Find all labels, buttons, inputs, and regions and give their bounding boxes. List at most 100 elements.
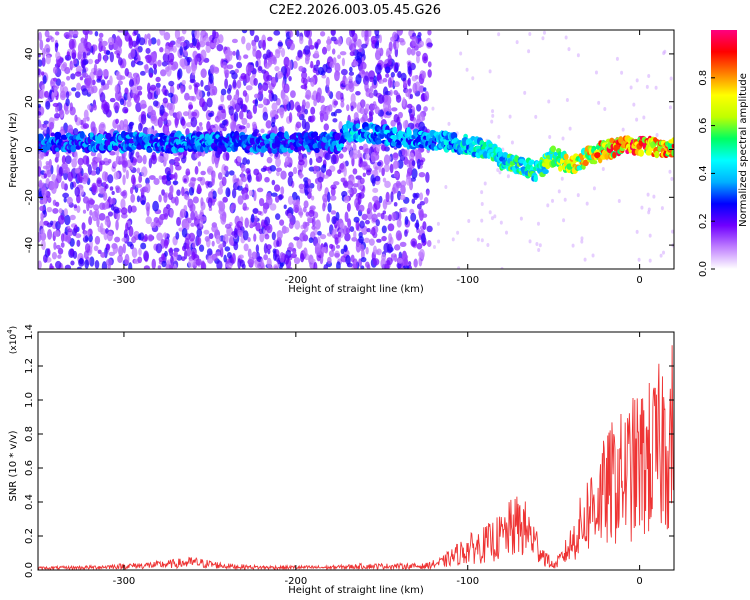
spectrogram-noise-point xyxy=(271,179,276,186)
spectrogram-noise-point xyxy=(285,266,293,269)
spectrogram-noise-point xyxy=(188,104,194,110)
spectrogram-noise-point xyxy=(345,83,350,91)
spectrogram-noise-point xyxy=(200,49,207,60)
spectrogram-noise-point xyxy=(372,195,379,202)
spectrogram-noise-point xyxy=(381,253,387,261)
spectrogram-noise-point xyxy=(241,117,248,125)
spectrogram-noise-point xyxy=(480,202,484,207)
spectrogram-noise-point xyxy=(231,72,238,80)
spectrogram-noise-point xyxy=(190,116,198,128)
spectrogram-noise-point xyxy=(324,152,331,161)
spectrogram-noise-point xyxy=(140,70,146,76)
spectrogram-noise-point xyxy=(38,103,42,108)
spectrogram-noise-point xyxy=(125,222,129,232)
spectrogram-noise-point xyxy=(404,257,408,267)
spectrogram-noise-point xyxy=(541,36,545,41)
spectrogram-noise-point xyxy=(131,92,137,98)
spectrogram-noise-point xyxy=(368,110,374,117)
spectrogram-noise-point xyxy=(387,214,392,222)
spectrogram-noise-point xyxy=(334,62,341,73)
spectrogram-noise-point xyxy=(334,71,341,76)
spectrogram-noise-point xyxy=(645,84,649,89)
spectrogram-noise-point xyxy=(394,62,399,72)
spectrogram-noise-point xyxy=(65,155,72,165)
spectrogram-noise-point xyxy=(652,194,656,199)
spectrogram-noise-point xyxy=(174,157,181,163)
spectrogram-noise-point xyxy=(328,104,333,112)
spectrogram-noise-point xyxy=(238,179,243,187)
spectrogram-noise-point xyxy=(145,54,152,64)
spectrogram-noise-point xyxy=(262,82,269,92)
spectrogram-noise-point xyxy=(55,150,60,160)
spectrogram-noise-point xyxy=(382,77,388,83)
spectrogram-signal-point xyxy=(609,137,615,144)
spectrogram-noise-point xyxy=(417,31,422,38)
spectrogram-noise-point xyxy=(451,237,455,242)
spectrogram-noise-point xyxy=(323,123,330,131)
spectrogram-noise-point xyxy=(375,64,382,75)
spectrogram-noise-point xyxy=(635,229,639,234)
colorbar-tick-label: 0.4 xyxy=(698,165,709,181)
spectrogram-noise-point xyxy=(99,222,104,233)
spectrogram-noise-point xyxy=(311,216,316,227)
spectrogram-noise-point xyxy=(416,242,423,250)
spectrogram-signal-point xyxy=(120,130,127,139)
spectrogram-noise-point xyxy=(277,41,283,47)
spectrogram-noise-point xyxy=(315,42,319,50)
spectrogram-noise-point xyxy=(381,167,385,177)
spectrogram-noise-point xyxy=(292,166,298,175)
spectrogram-noise-point xyxy=(104,217,110,226)
spectrogram-noise-point xyxy=(83,109,89,120)
spectrogram-noise-point xyxy=(313,64,319,72)
spectrogram-noise-point xyxy=(670,229,674,234)
spectrogram-noise-point xyxy=(51,91,55,101)
spectrogram-noise-point xyxy=(175,231,180,240)
spectrogram-noise-point xyxy=(580,239,584,244)
spectrogram-noise-point xyxy=(163,112,169,117)
spectrogram-noise-point xyxy=(41,71,45,76)
spectrogram-noise-point xyxy=(257,210,262,215)
spectrogram-noise-point xyxy=(55,260,62,269)
spectrogram-noise-point xyxy=(297,49,303,58)
spectrogram-noise-point xyxy=(212,30,216,39)
spectrogram-noise-point xyxy=(519,216,523,221)
spectrogram-signal-point xyxy=(406,127,411,135)
spectrogram-noise-point xyxy=(96,78,102,83)
spectrogram-noise-point xyxy=(197,236,202,246)
spectrogram-noise-point xyxy=(136,85,143,91)
spectrogram-noise-point xyxy=(39,39,44,51)
spectrogram-noise-point xyxy=(116,53,121,59)
spectrogram-noise-point xyxy=(148,175,156,180)
spectrogram-noise-point xyxy=(212,190,217,200)
spectrogram-noise-point xyxy=(155,82,161,89)
spectrogram-noise-point xyxy=(327,202,332,213)
spectrogram-noise-point xyxy=(128,225,134,237)
spectrogram-signal-point xyxy=(558,165,563,172)
spectrogram-noise-point xyxy=(480,238,484,243)
spectrogram-noise-point xyxy=(300,84,308,90)
spectrogram-noise-point xyxy=(253,77,258,86)
spectrogram-noise-point xyxy=(359,177,365,185)
spectrogram-noise-point xyxy=(91,85,98,94)
spectrogram-noise-point xyxy=(376,248,382,256)
spectrogram-noise-point xyxy=(415,50,421,57)
spectrogram-noise-point xyxy=(371,213,378,223)
spectrogram-noise-point xyxy=(283,254,290,265)
spectrogram-noise-point xyxy=(253,233,257,242)
spectrogram-noise-point xyxy=(161,61,168,67)
spectrogram-noise-point xyxy=(331,216,337,225)
spectrogram-noise-point xyxy=(100,79,106,86)
spectrogram-noise-point xyxy=(232,79,237,89)
spectrogram-noise-point xyxy=(186,56,192,63)
spectrogram-noise-point xyxy=(330,210,337,215)
spectrogram-noise-point xyxy=(254,98,259,107)
spectrogram-noise-point xyxy=(38,232,42,243)
spectrogram-noise-point xyxy=(309,182,315,189)
spectrogram-noise-point xyxy=(391,107,398,112)
spectrogram-noise-point xyxy=(465,67,469,72)
spectrogram-noise-point xyxy=(101,40,108,47)
spectrogram-noise-point xyxy=(184,92,190,101)
spectrogram-noise-point xyxy=(393,40,397,50)
spectrogram-noise-point xyxy=(103,157,109,163)
spectrogram-noise-point xyxy=(107,37,115,46)
